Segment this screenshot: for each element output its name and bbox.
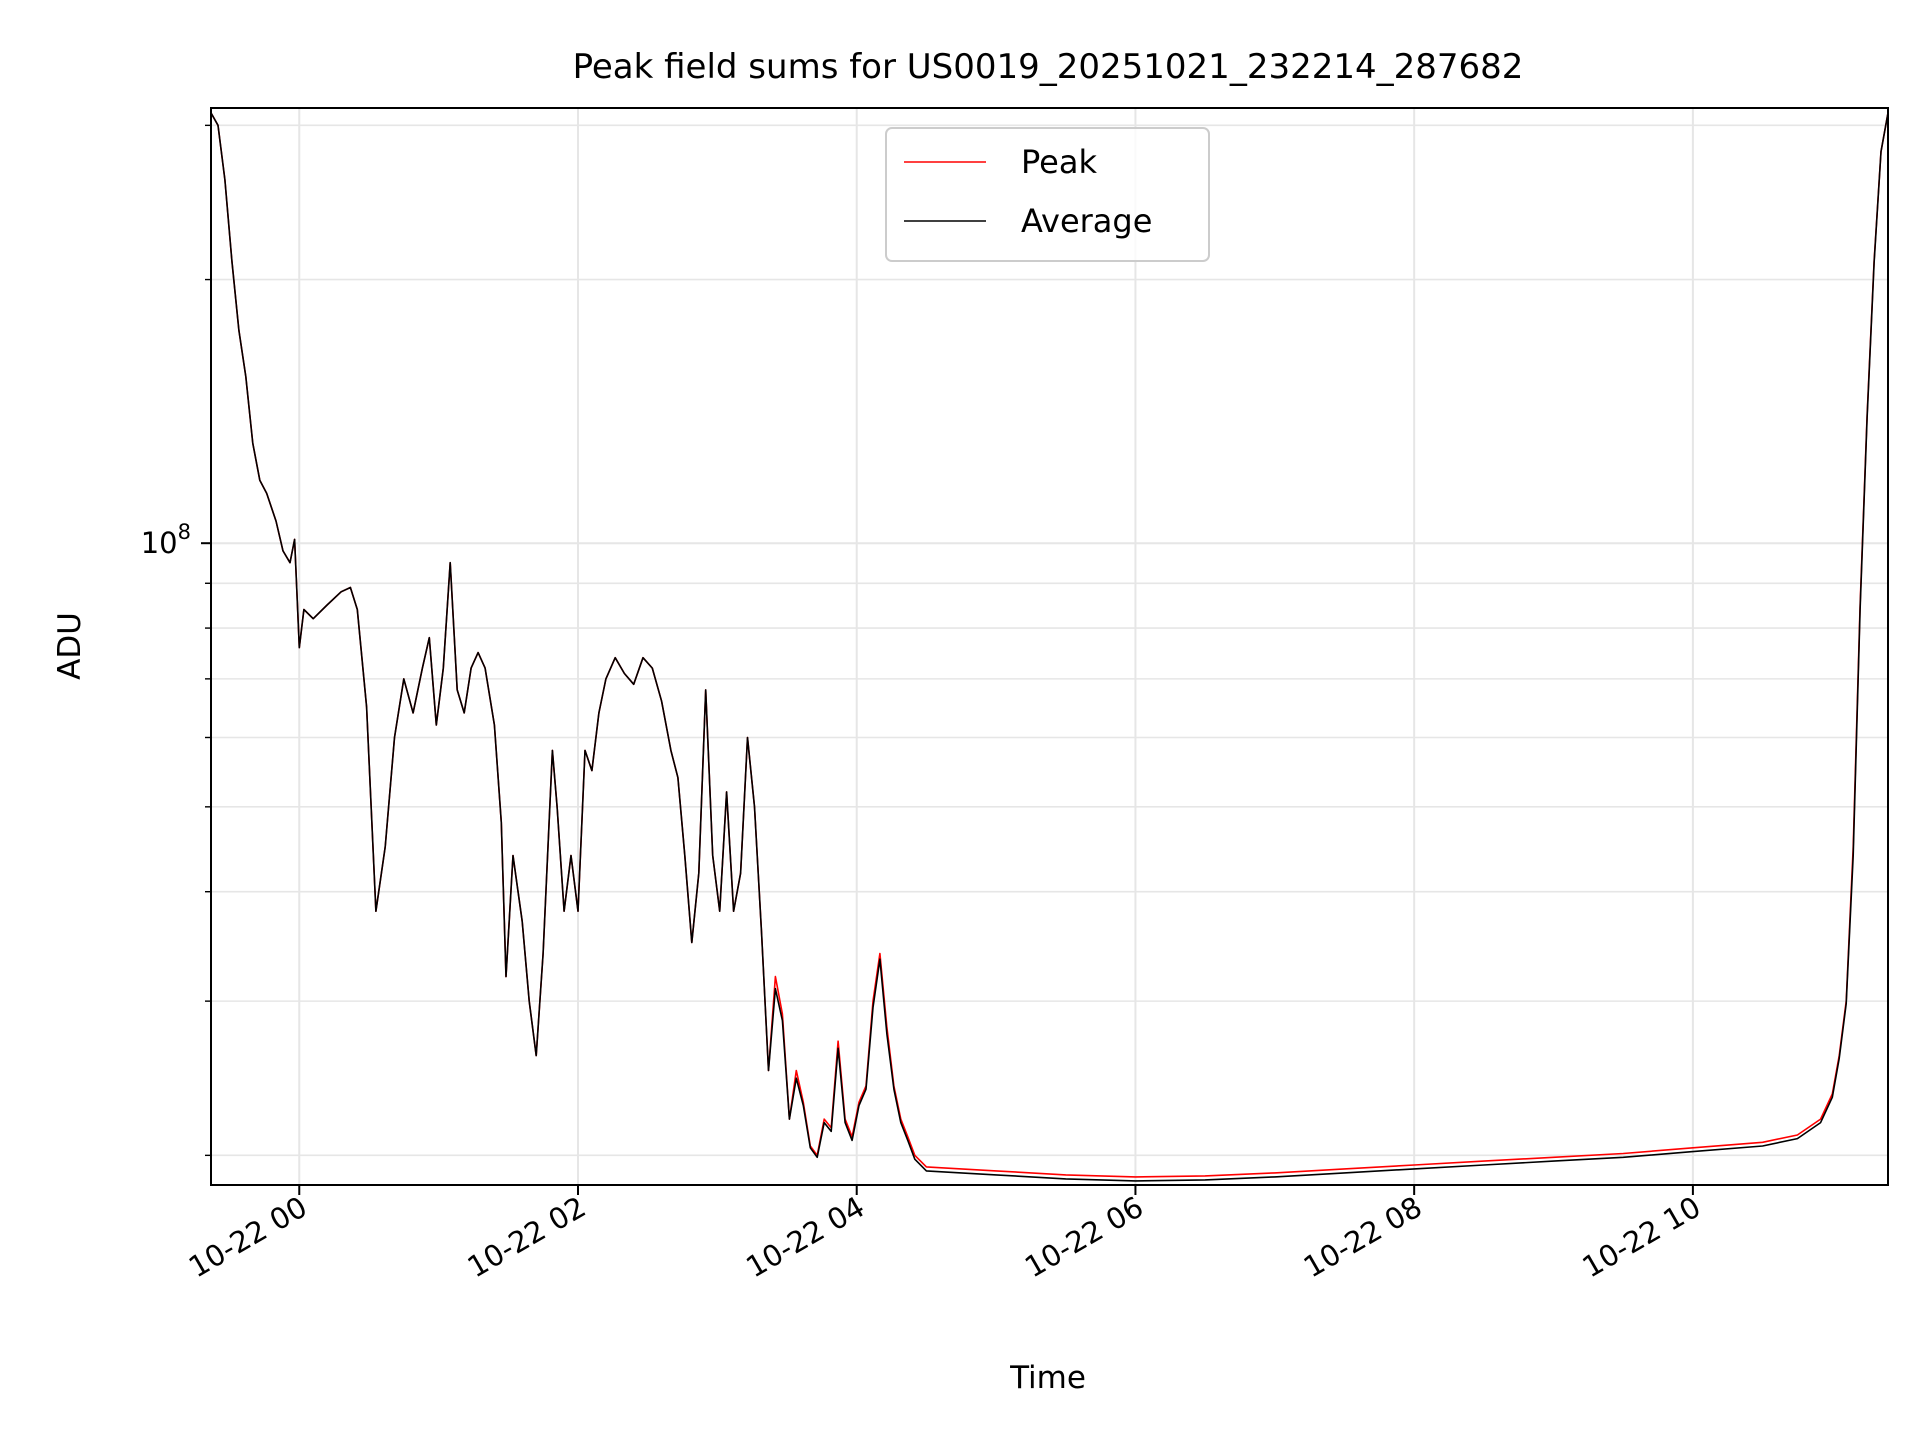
x-tick-label: 10-22 08 [1298, 1190, 1428, 1285]
series-layer [210, 112, 1889, 1182]
y-axis-label: ADU [52, 612, 88, 680]
x-tick-label: 10-22 10 [1576, 1190, 1706, 1285]
x-axis-label: Time [1009, 1360, 1086, 1396]
legend-average-label: Average [1021, 202, 1152, 240]
plot-frame [210, 107, 1889, 1186]
x-tick-label: 10-22 00 [183, 1190, 313, 1285]
x-tick-label: 10-22 02 [462, 1190, 592, 1285]
grid [211, 108, 1888, 1185]
plot-background [211, 108, 1888, 1185]
chart-title: Peak field sums for US0019_20251021_2322… [573, 47, 1524, 87]
x-tick-label: 10-22 04 [740, 1190, 870, 1285]
legend: Peak Average [885, 127, 1210, 262]
y-tick-label: 108 [141, 520, 191, 560]
legend-peak-label: Peak [1021, 143, 1097, 181]
series-line-average [210, 112, 1889, 1182]
x-tick-label: 10-22 06 [1019, 1190, 1149, 1285]
